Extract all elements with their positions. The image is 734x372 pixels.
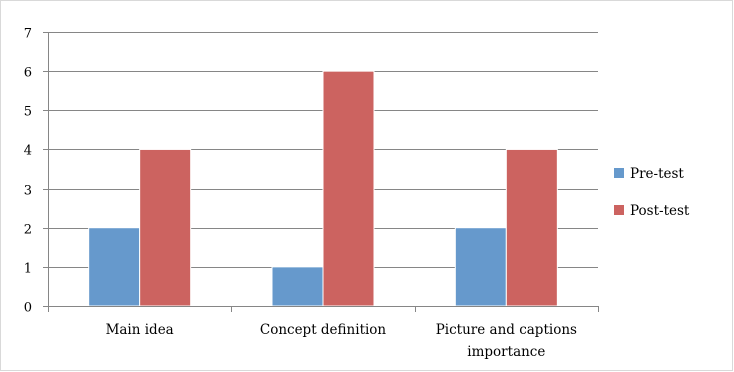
y-tick-label: 5 — [24, 105, 32, 120]
x-category-label: Picture and captions importance — [436, 322, 577, 360]
y-tick-label: 6 — [24, 66, 32, 81]
bar-pre-test-0 — [88, 227, 141, 307]
y-tick-labels: 0 1 2 3 4 5 6 7 — [24, 27, 32, 316]
legend-label: Pre-test — [630, 166, 684, 182]
bar-pre-test-1 — [271, 266, 324, 307]
y-tick-label: 2 — [24, 223, 32, 238]
x-category-label: Concept definition — [260, 322, 387, 338]
y-tick-label: 4 — [24, 144, 32, 159]
x-category-label: Main idea — [106, 322, 174, 338]
axes — [43, 32, 599, 312]
y-tick-label: 0 — [24, 301, 32, 316]
legend-label: Post-test — [630, 203, 690, 219]
legend-swatch — [614, 168, 624, 178]
y-tick-label: 1 — [24, 262, 32, 277]
bar-post-test-2 — [505, 148, 558, 307]
y-tick-label: 3 — [24, 184, 32, 199]
bar-post-test-1 — [322, 70, 375, 307]
y-tick-label: 7 — [24, 27, 32, 42]
bar-post-test-0 — [139, 148, 192, 307]
x-category-labels: Main idea Concept definition Picture and c… — [106, 322, 577, 360]
legend-swatch — [614, 205, 624, 215]
bar-pre-test-2 — [454, 227, 507, 307]
bars — [88, 70, 558, 307]
legend: Pre-test Post-test — [614, 166, 690, 219]
